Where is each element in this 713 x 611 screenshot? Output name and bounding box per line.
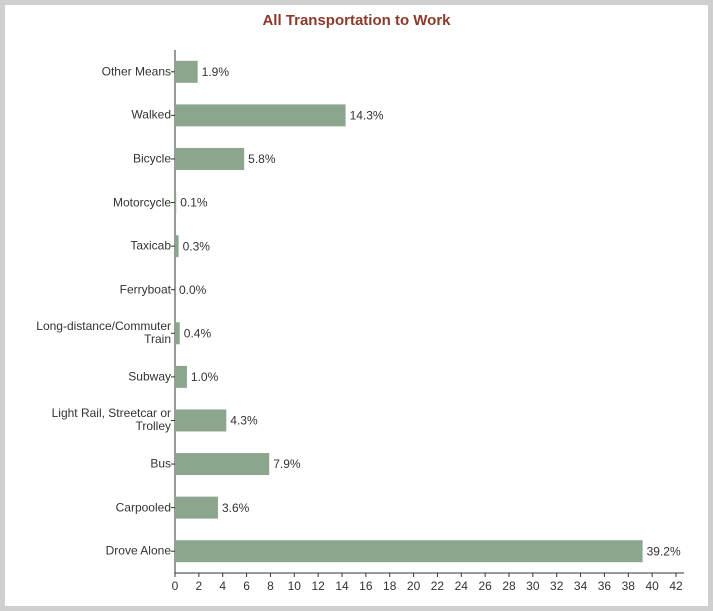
bar bbox=[175, 365, 187, 388]
x-tick-label: 0 bbox=[172, 579, 179, 593]
x-tick-label: 22 bbox=[431, 579, 445, 593]
bar bbox=[175, 496, 218, 519]
x-tick-label: 26 bbox=[478, 579, 492, 593]
value-label: 5.8% bbox=[248, 152, 276, 166]
value-label: 0.3% bbox=[183, 239, 211, 253]
y-tick-label: Ferryboat bbox=[119, 282, 171, 297]
x-tick-label: 14 bbox=[335, 579, 349, 593]
y-tick-label: Subway bbox=[128, 369, 171, 384]
bar bbox=[175, 453, 270, 476]
y-tick-label: Taxicab bbox=[130, 238, 171, 253]
x-tick-label: 16 bbox=[359, 579, 373, 593]
bar bbox=[175, 104, 346, 127]
y-tick-label: Light Rail, Streetcar or Trolley bbox=[51, 406, 171, 434]
y-tick-label: Other Means bbox=[101, 64, 171, 79]
value-label: 1.0% bbox=[191, 370, 219, 384]
value-label: 4.3% bbox=[230, 414, 258, 428]
plot: 0 2 4 6 8 10 12 14 16 18 20 22 24 26 28 30 32 34 36 38 40 421… bbox=[171, 50, 684, 593]
chart-title: All Transportation to Work bbox=[262, 12, 451, 29]
y-tick-label: Bicycle bbox=[132, 151, 171, 166]
bar bbox=[175, 147, 245, 170]
x-tick-label: 2 bbox=[196, 579, 203, 593]
x-tick-label: 42 bbox=[669, 579, 683, 593]
x-tick-label: 32 bbox=[550, 579, 564, 593]
bar bbox=[175, 409, 227, 432]
x-tick-label: 6 bbox=[243, 579, 250, 593]
x-tick-label: 40 bbox=[645, 579, 659, 593]
x-tick-label: 38 bbox=[622, 579, 636, 593]
value-label: 0.1% bbox=[180, 196, 208, 210]
y-tick-label: Walked bbox=[131, 107, 171, 122]
value-label: 0.0% bbox=[179, 283, 207, 297]
value-label: 7.9% bbox=[273, 457, 301, 471]
x-tick-label: 34 bbox=[574, 579, 588, 593]
x-tick-label: 18 bbox=[383, 579, 397, 593]
value-label: 3.6% bbox=[222, 501, 250, 515]
x-tick-label: 36 bbox=[598, 579, 612, 593]
x-tick-label: 24 bbox=[455, 579, 469, 593]
bar bbox=[175, 60, 198, 83]
value-label: 0.4% bbox=[184, 326, 212, 340]
x-tick-label: 28 bbox=[502, 579, 516, 593]
x-tick-label: 30 bbox=[526, 579, 540, 593]
bar bbox=[175, 322, 180, 345]
y-tick-label: Bus bbox=[150, 456, 171, 471]
y-tick-label: Drove Alone bbox=[105, 543, 171, 558]
x-tick-label: 8 bbox=[267, 579, 274, 593]
value-label: 1.9% bbox=[202, 65, 230, 79]
bar bbox=[175, 540, 643, 563]
y-tick-label: Motorcycle bbox=[112, 195, 171, 210]
x-tick-label: 10 bbox=[288, 579, 302, 593]
bar bbox=[175, 235, 179, 258]
y-tick-label: Carpooled bbox=[115, 500, 171, 515]
value-label: 39.2% bbox=[647, 544, 681, 558]
x-tick-label: 4 bbox=[219, 579, 226, 593]
bar bbox=[175, 191, 177, 214]
value-label: 14.3% bbox=[350, 109, 384, 123]
y-tick-label: Long-distance/Commuter Train bbox=[36, 319, 171, 347]
x-tick-label: 12 bbox=[311, 579, 325, 593]
x-tick-label: 20 bbox=[407, 579, 421, 593]
